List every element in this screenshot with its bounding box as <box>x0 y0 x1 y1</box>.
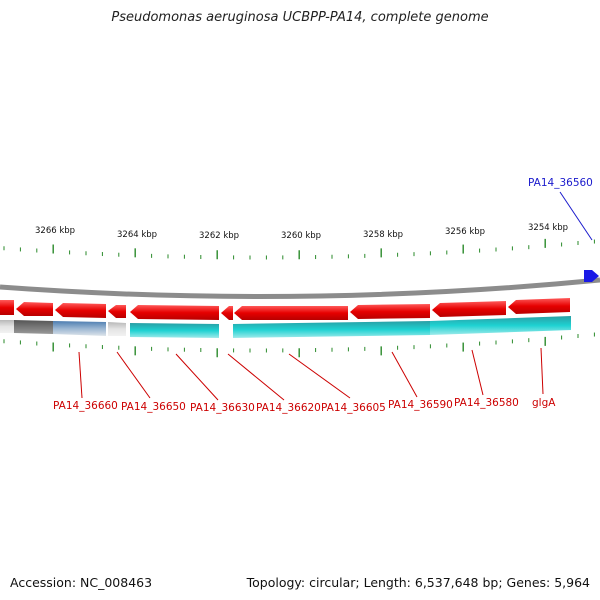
scale-label: 3260 kbp <box>281 231 321 241</box>
feature-block <box>430 316 571 335</box>
accession-text: Accession: NC_008463 <box>10 575 153 590</box>
scale-label: 3264 kbp <box>117 230 157 240</box>
gene-arrow[interactable] <box>16 302 53 316</box>
feature-track <box>0 316 571 338</box>
gene-label-glga[interactable]: glgA <box>532 397 556 409</box>
map-title: Pseudomonas aeruginosa UCBPP-PA14, compl… <box>111 10 489 25</box>
gene-arrow[interactable] <box>432 301 506 317</box>
scale-ticks-lower <box>3 332 595 358</box>
callout-lines <box>78 191 593 401</box>
gene-arrow[interactable] <box>221 306 233 320</box>
callout-line <box>116 351 151 399</box>
callout-line <box>540 347 544 395</box>
gene-label-pa14-36650[interactable]: PA14_36650 <box>121 401 186 413</box>
gene-arrow[interactable] <box>55 303 106 318</box>
gene-arrow[interactable] <box>234 306 348 320</box>
scale-label: 3262 kbp <box>199 231 239 241</box>
feature-block <box>14 320 53 334</box>
gene-labels: PA14_36560 PA14_36660 PA14_36650 PA14_36… <box>53 177 593 414</box>
gene-arrow[interactable] <box>130 305 219 320</box>
callout-line <box>78 351 83 399</box>
gene-arrow[interactable] <box>508 298 570 314</box>
scale-ticks-upper <box>3 238 595 260</box>
callout-line <box>288 353 351 399</box>
feature-block <box>233 321 430 338</box>
feature-block <box>108 322 126 336</box>
scale-label: 3254 kbp <box>528 223 568 233</box>
scale-label: 3256 kbp <box>445 227 485 237</box>
gene-label-pa14-36580[interactable]: PA14_36580 <box>454 397 519 409</box>
gene-label-pa14-36605[interactable]: PA14_36605 <box>321 402 386 414</box>
feature-block <box>53 321 106 336</box>
topology-text: Topology: circular; Length: 6,537,648 bp… <box>246 575 590 590</box>
gene-label-pa14-36560[interactable]: PA14_36560 <box>528 177 593 189</box>
genome-backbone <box>0 277 600 299</box>
scale-label: 3258 kbp <box>363 230 403 240</box>
callout-line <box>175 353 219 401</box>
gene-label-pa14-36660[interactable]: PA14_36660 <box>53 400 118 412</box>
callout-line <box>227 353 285 401</box>
callout-line <box>471 349 484 396</box>
gene-label-pa14-36590[interactable]: PA14_36590 <box>388 399 453 411</box>
feature-block <box>0 320 14 333</box>
gene-track <box>0 298 570 320</box>
feature-block <box>130 323 219 338</box>
callout-line <box>391 351 418 398</box>
callout-line <box>559 191 593 241</box>
gene-arrow[interactable] <box>108 305 126 318</box>
gene-arrow[interactable] <box>0 300 14 315</box>
gene-arrow-pa14-36560[interactable] <box>584 270 599 282</box>
gene-arrow[interactable] <box>350 304 430 319</box>
scale-label: 3266 kbp <box>35 226 75 236</box>
gene-label-pa14-36630[interactable]: PA14_36630 <box>190 402 255 414</box>
gene-label-pa14-36620[interactable]: PA14_36620 <box>256 402 321 414</box>
